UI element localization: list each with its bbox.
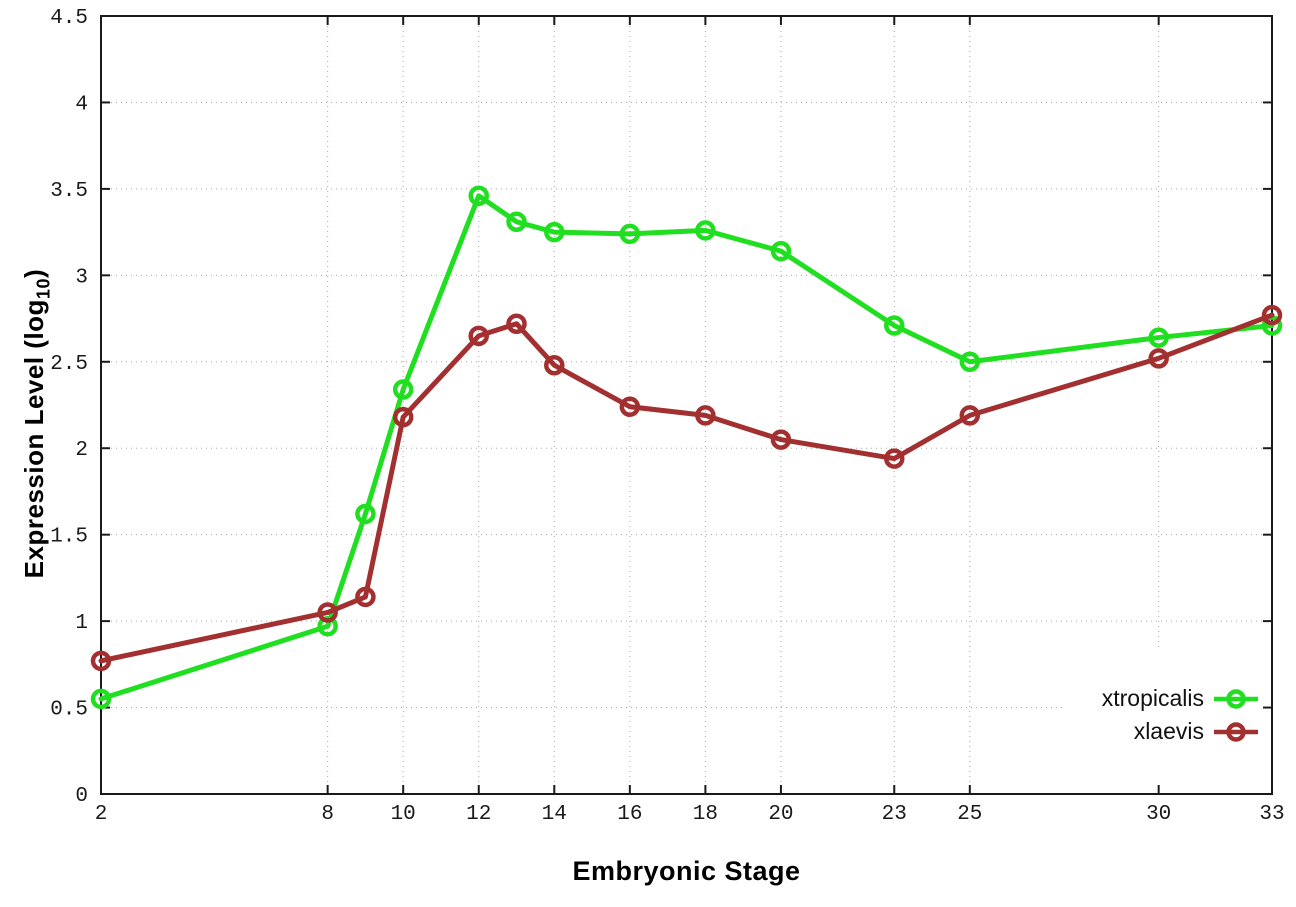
legend-circle-sample [1226,721,1246,742]
svg-text:30: 30 [1146,803,1171,826]
data-point-xlaevis-stage-12 [468,325,489,347]
data-point-xlaevis-stage-2 [90,650,112,672]
legend: xtropicalis xlaevis [1102,682,1259,748]
legend-marker-xlaevis-icon [1214,721,1258,742]
data-point-xlaevis-stage-8 [317,602,338,623]
svg-text:33: 33 [1259,803,1284,826]
data-point-xtropicalis-stage-30 [1148,327,1169,348]
x-tick-labels: 2 8 10 12 14 16 18 20 23 25 30 33 [95,803,1285,826]
svg-text:2: 2 [95,803,108,826]
data-point-xlaevis-stage-23 [884,448,905,469]
svg-text:0: 0 [75,785,88,808]
series-line-xlaevis [98,312,1275,664]
legend-item-xtropicalis: xtropicalis [1102,682,1259,715]
svg-text:25: 25 [957,803,982,826]
svg-text:12: 12 [466,803,491,826]
svg-text:14: 14 [542,803,567,826]
svg-text:20: 20 [768,803,793,826]
data-point-xtropicalis-stage-9 [355,503,376,525]
data-point-xlaevis-stage-18 [695,405,716,426]
svg-text:0.5: 0.5 [50,699,88,722]
data-point-xlaevis-stage-9 [355,586,376,608]
svg-text:10: 10 [391,803,416,826]
data-point-xtropicalis-stage-13 [506,211,527,232]
legend-item-xlaevis: xlaevis [1134,715,1259,748]
legend-label-xtropicalis: xtropicalis [1101,685,1204,711]
y-tick-labels: 0 0.5 1 1.5 2 2.5 3 3.5 4 4.5 [50,7,88,808]
data-point-xtropicalis-stage-18 [695,220,716,241]
data-point-xtropicalis-stage-14 [544,221,565,243]
svg-text:2: 2 [75,439,88,462]
data-point-xlaevis-stage-20 [770,429,792,450]
series-markers-xtropicalis [90,185,1283,710]
series-markers-xlaevis [90,304,1283,672]
legend-marker-xtropicalis-icon [1214,688,1258,709]
data-point-xlaevis-stage-30 [1148,348,1169,369]
data-point-xlaevis-stage-33 [1261,304,1283,326]
svg-text:18: 18 [693,803,718,826]
svg-text:8: 8 [321,803,334,826]
legend-circle-sample [1226,688,1246,709]
data-point-xtropicalis-stage-16 [619,223,641,245]
svg-text:2.5: 2.5 [50,353,88,376]
data-point-xlaevis-stage-14 [544,354,565,376]
data-point-xlaevis-stage-25 [959,405,981,426]
series-line-xtropicalis [98,193,1275,702]
svg-text:1: 1 [75,612,88,635]
x-axis-title: Embryonic Stage [572,856,801,886]
legend-background [1066,648,1262,790]
data-point-xtropicalis-stage-25 [959,351,981,373]
data-point-xtropicalis-stage-10 [392,379,414,400]
svg-text:3.5: 3.5 [50,180,88,203]
data-point-xlaevis-stage-13 [506,313,527,334]
data-point-xtropicalis-stage-20 [770,240,792,262]
legend-label-xlaevis: xlaevis [1133,718,1204,744]
svg-text:3: 3 [75,266,88,289]
data-point-xtropicalis-stage-2 [90,688,112,710]
svg-text:4: 4 [75,93,88,116]
svg-text:1.5: 1.5 [50,526,88,549]
svg-text:23: 23 [882,803,907,826]
svg-text:16: 16 [617,803,642,826]
data-point-xlaevis-stage-10 [392,406,414,428]
svg-text:4.5: 4.5 [50,7,88,30]
data-point-xtropicalis-stage-12 [468,185,489,207]
data-point-xlaevis-stage-16 [619,396,641,417]
data-point-xtropicalis-stage-23 [884,315,905,336]
plot-border [100,15,1273,795]
